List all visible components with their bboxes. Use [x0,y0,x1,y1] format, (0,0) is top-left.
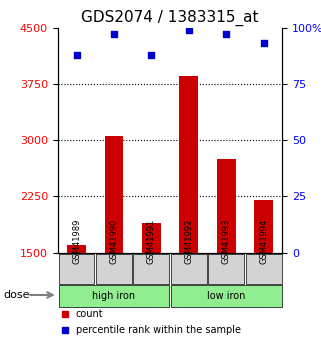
FancyBboxPatch shape [246,254,282,284]
Text: count: count [76,309,103,319]
Point [261,41,266,46]
FancyBboxPatch shape [134,254,169,284]
Text: dose: dose [3,290,30,300]
Point [74,52,79,57]
Text: low iron: low iron [207,291,246,301]
Point [186,27,191,33]
FancyBboxPatch shape [171,285,282,307]
FancyBboxPatch shape [58,285,169,307]
Text: GSM41991: GSM41991 [147,218,156,264]
Point [149,52,154,57]
Bar [254,200,273,345]
FancyBboxPatch shape [96,254,132,284]
Text: percentile rank within the sample: percentile rank within the sample [76,325,241,335]
FancyBboxPatch shape [208,254,244,284]
Title: GDS2074 / 1383315_at: GDS2074 / 1383315_at [82,10,259,26]
Point [111,32,117,37]
Bar [179,76,198,345]
Bar [67,245,86,345]
Text: GSM41990: GSM41990 [109,218,118,264]
Bar [217,159,236,345]
Bar [105,136,123,345]
FancyBboxPatch shape [171,254,207,284]
Text: GSM41989: GSM41989 [72,218,81,264]
Point [224,32,229,37]
FancyBboxPatch shape [58,254,94,284]
Text: GSM41994: GSM41994 [259,218,268,264]
Text: high iron: high iron [92,291,135,301]
Text: GSM41993: GSM41993 [222,218,231,264]
Bar [142,223,161,345]
Text: GSM41992: GSM41992 [184,218,193,264]
